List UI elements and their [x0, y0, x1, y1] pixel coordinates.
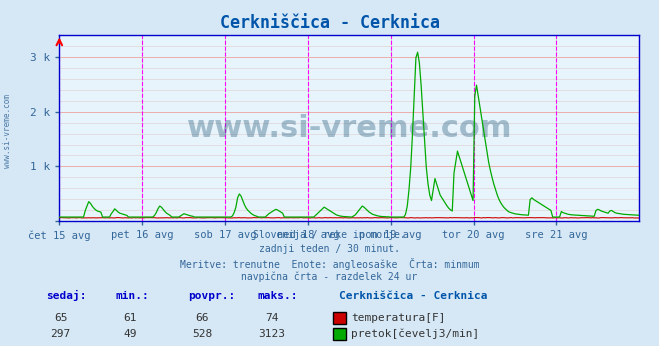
Text: Meritve: trenutne  Enote: angleosaške  Črta: minmum: Meritve: trenutne Enote: angleosaške Črt…: [180, 258, 479, 270]
Text: 65: 65: [54, 313, 67, 323]
Text: zadnji teden / 30 minut.: zadnji teden / 30 minut.: [259, 244, 400, 254]
Text: Cerkniščica - Cerknica: Cerkniščica - Cerknica: [219, 14, 440, 32]
Text: navpična črta - razdelek 24 ur: navpična črta - razdelek 24 ur: [241, 272, 418, 282]
Text: 74: 74: [265, 313, 278, 323]
Text: 528: 528: [192, 329, 212, 339]
Text: temperatura[F]: temperatura[F]: [351, 313, 445, 323]
Text: povpr.:: povpr.:: [188, 291, 235, 301]
Text: 66: 66: [196, 313, 209, 323]
Text: 61: 61: [123, 313, 136, 323]
Text: Cerkniščica - Cerknica: Cerkniščica - Cerknica: [339, 291, 488, 301]
Text: 3123: 3123: [258, 329, 285, 339]
Text: maks.:: maks.:: [257, 291, 297, 301]
Text: min.:: min.:: [115, 291, 149, 301]
Text: sedaj:: sedaj:: [46, 290, 86, 301]
Text: www.si-vreme.com: www.si-vreme.com: [186, 113, 512, 143]
Text: pretok[čevelj3/min]: pretok[čevelj3/min]: [351, 328, 480, 339]
Text: 49: 49: [123, 329, 136, 339]
Text: www.si-vreme.com: www.si-vreme.com: [3, 94, 13, 169]
Text: Slovenija / reke in morje.: Slovenija / reke in morje.: [253, 230, 406, 240]
Text: 297: 297: [51, 329, 71, 339]
